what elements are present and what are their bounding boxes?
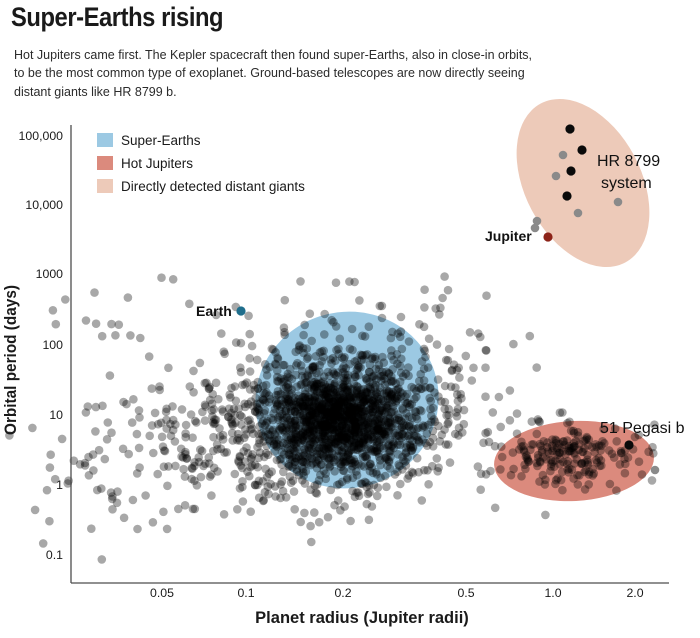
svg-text:system: system <box>601 175 652 192</box>
svg-text:Hot Jupiters: Hot Jupiters <box>121 156 193 171</box>
svg-text:Jupiter: Jupiter <box>485 228 532 244</box>
svg-text:100: 100 <box>42 338 63 352</box>
svg-text:Earth: Earth <box>196 303 232 319</box>
svg-text:10,000: 10,000 <box>25 198 63 212</box>
svg-text:1: 1 <box>56 478 63 492</box>
svg-text:0.05: 0.05 <box>150 586 174 600</box>
svg-text:Super-Earths: Super-Earths <box>121 133 201 148</box>
svg-text:0.1: 0.1 <box>46 548 63 562</box>
svg-text:51 Pegasi b: 51 Pegasi b <box>600 420 685 437</box>
svg-text:0.5: 0.5 <box>457 586 474 600</box>
svg-text:100,000: 100,000 <box>19 129 64 143</box>
svg-text:Planet radius (Jupiter radii): Planet radius (Jupiter radii) <box>255 609 469 627</box>
svg-text:10: 10 <box>49 408 63 422</box>
svg-text:0.1: 0.1 <box>237 586 254 600</box>
svg-text:1000: 1000 <box>36 267 64 281</box>
svg-text:1.0: 1.0 <box>544 586 561 600</box>
svg-text:HR 8799: HR 8799 <box>597 153 660 170</box>
svg-text:2.0: 2.0 <box>626 586 643 600</box>
svg-text:Directly detected distant gian: Directly detected distant giants <box>121 179 305 194</box>
svg-text:Orbital period (days): Orbital period (days) <box>3 285 21 435</box>
svg-text:0.2: 0.2 <box>334 586 351 600</box>
